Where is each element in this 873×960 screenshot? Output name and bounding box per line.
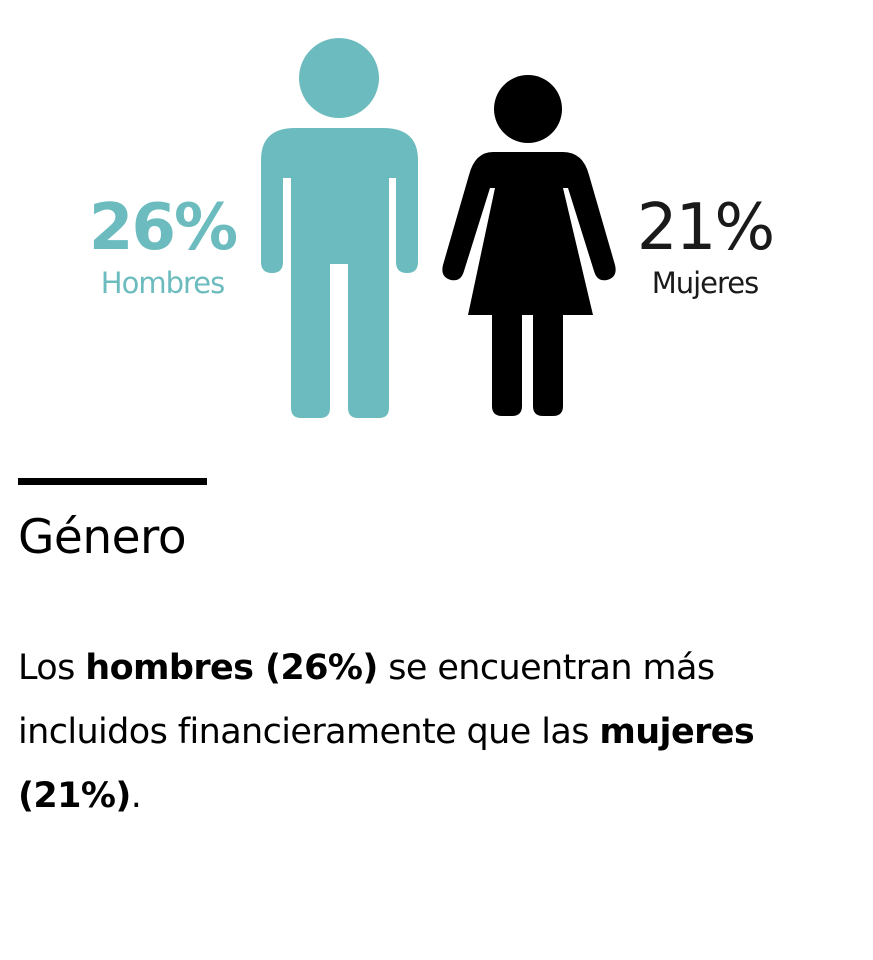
woman-icon xyxy=(442,75,616,416)
women-label: Mujeres xyxy=(651,266,760,300)
men-stat: 26% Hombres xyxy=(80,190,245,300)
gender-infographic: 26% Hombres 21% Mujeres xyxy=(0,0,873,440)
section-title: Género xyxy=(18,510,187,565)
title-divider xyxy=(18,478,207,485)
description-bold-men: hombres (26%) xyxy=(85,648,378,688)
men-percentage: 26% xyxy=(88,191,238,265)
women-stat: 21% Mujeres xyxy=(635,190,775,300)
description-part-3: . xyxy=(130,776,142,816)
man-icon xyxy=(261,38,418,418)
women-percentage: 21% xyxy=(636,191,775,265)
description-text: Los hombres (26%) se encuentran más incl… xyxy=(18,636,848,828)
description-bold-women: mujeres (21%) xyxy=(18,712,755,816)
description-part-1: Los xyxy=(18,648,86,688)
men-label: Hombres xyxy=(100,266,225,300)
description-part-2: se encuentran más incluidos financierame… xyxy=(18,648,715,752)
